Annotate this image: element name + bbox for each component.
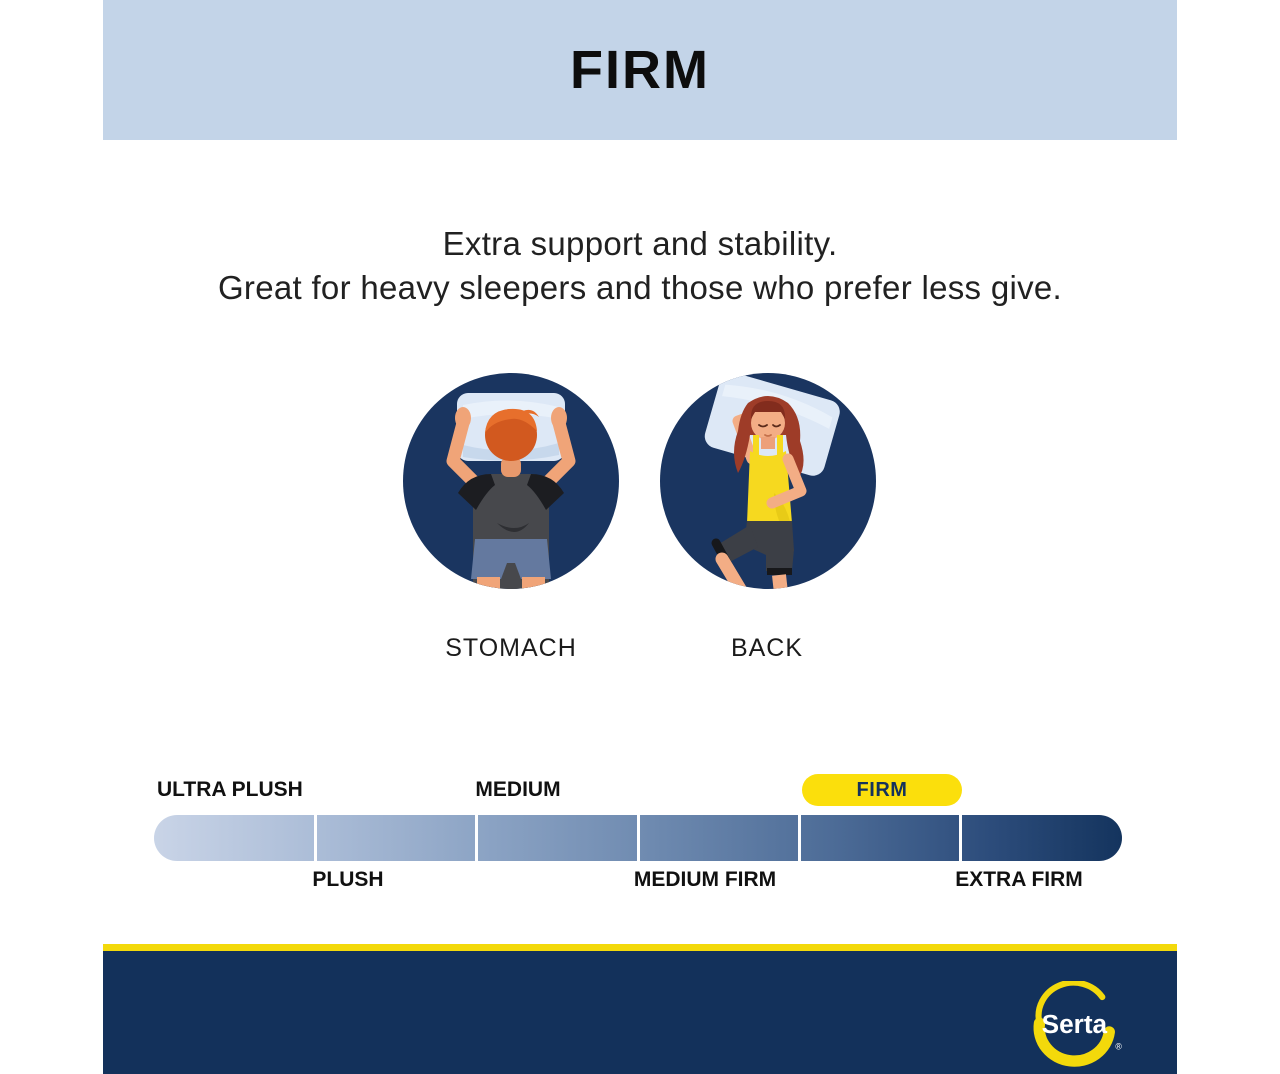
serta-wordmark: Serta <box>1042 1009 1108 1039</box>
scale-label-plush: PLUSH <box>312 868 384 891</box>
footer-band: Serta ® <box>103 944 1177 1074</box>
registered-trademark-symbol: ® <box>1115 1041 1122 1051</box>
bar-divider <box>797 815 801 861</box>
description-line-2: Great for heavy sleepers and those who p… <box>217 269 1063 306</box>
bar-divider <box>636 815 640 861</box>
firmness-scale-bar <box>154 815 1122 861</box>
bar-divider <box>959 815 963 861</box>
woman-figure <box>711 396 807 589</box>
firm-highlight-pill: FIRM <box>802 774 962 806</box>
scale-label-ultra-plush: ULTRA PLUSH <box>157 778 303 801</box>
serta-logo: Serta ® <box>1033 981 1122 1067</box>
man-figure <box>446 407 576 589</box>
description-line-1: Extra support and stability. <box>442 225 838 262</box>
header-band: FIRM <box>103 0 1177 140</box>
logo-swoosh-bottom <box>1033 1017 1115 1067</box>
bar-divider <box>313 815 317 861</box>
logo-swoosh-top <box>1035 981 1106 1027</box>
back-label: BACK <box>730 634 804 662</box>
scale-label-medium: MEDIUM <box>475 778 561 801</box>
stomach-label: STOMACH <box>445 634 577 662</box>
description-text: Extra support and stability. Great for h… <box>0 222 1280 310</box>
scale-label-extra-firm: EXTRA FIRM <box>955 868 1083 891</box>
scale-label-medium-firm: MEDIUM FIRM <box>633 868 777 891</box>
page-title: FIRM <box>570 40 710 100</box>
scale-label-firm: FIRM <box>856 778 908 801</box>
stomach-sleeper-illustration <box>403 373 619 589</box>
back-sleeper-illustration <box>660 373 876 589</box>
bar-divider <box>475 815 479 861</box>
